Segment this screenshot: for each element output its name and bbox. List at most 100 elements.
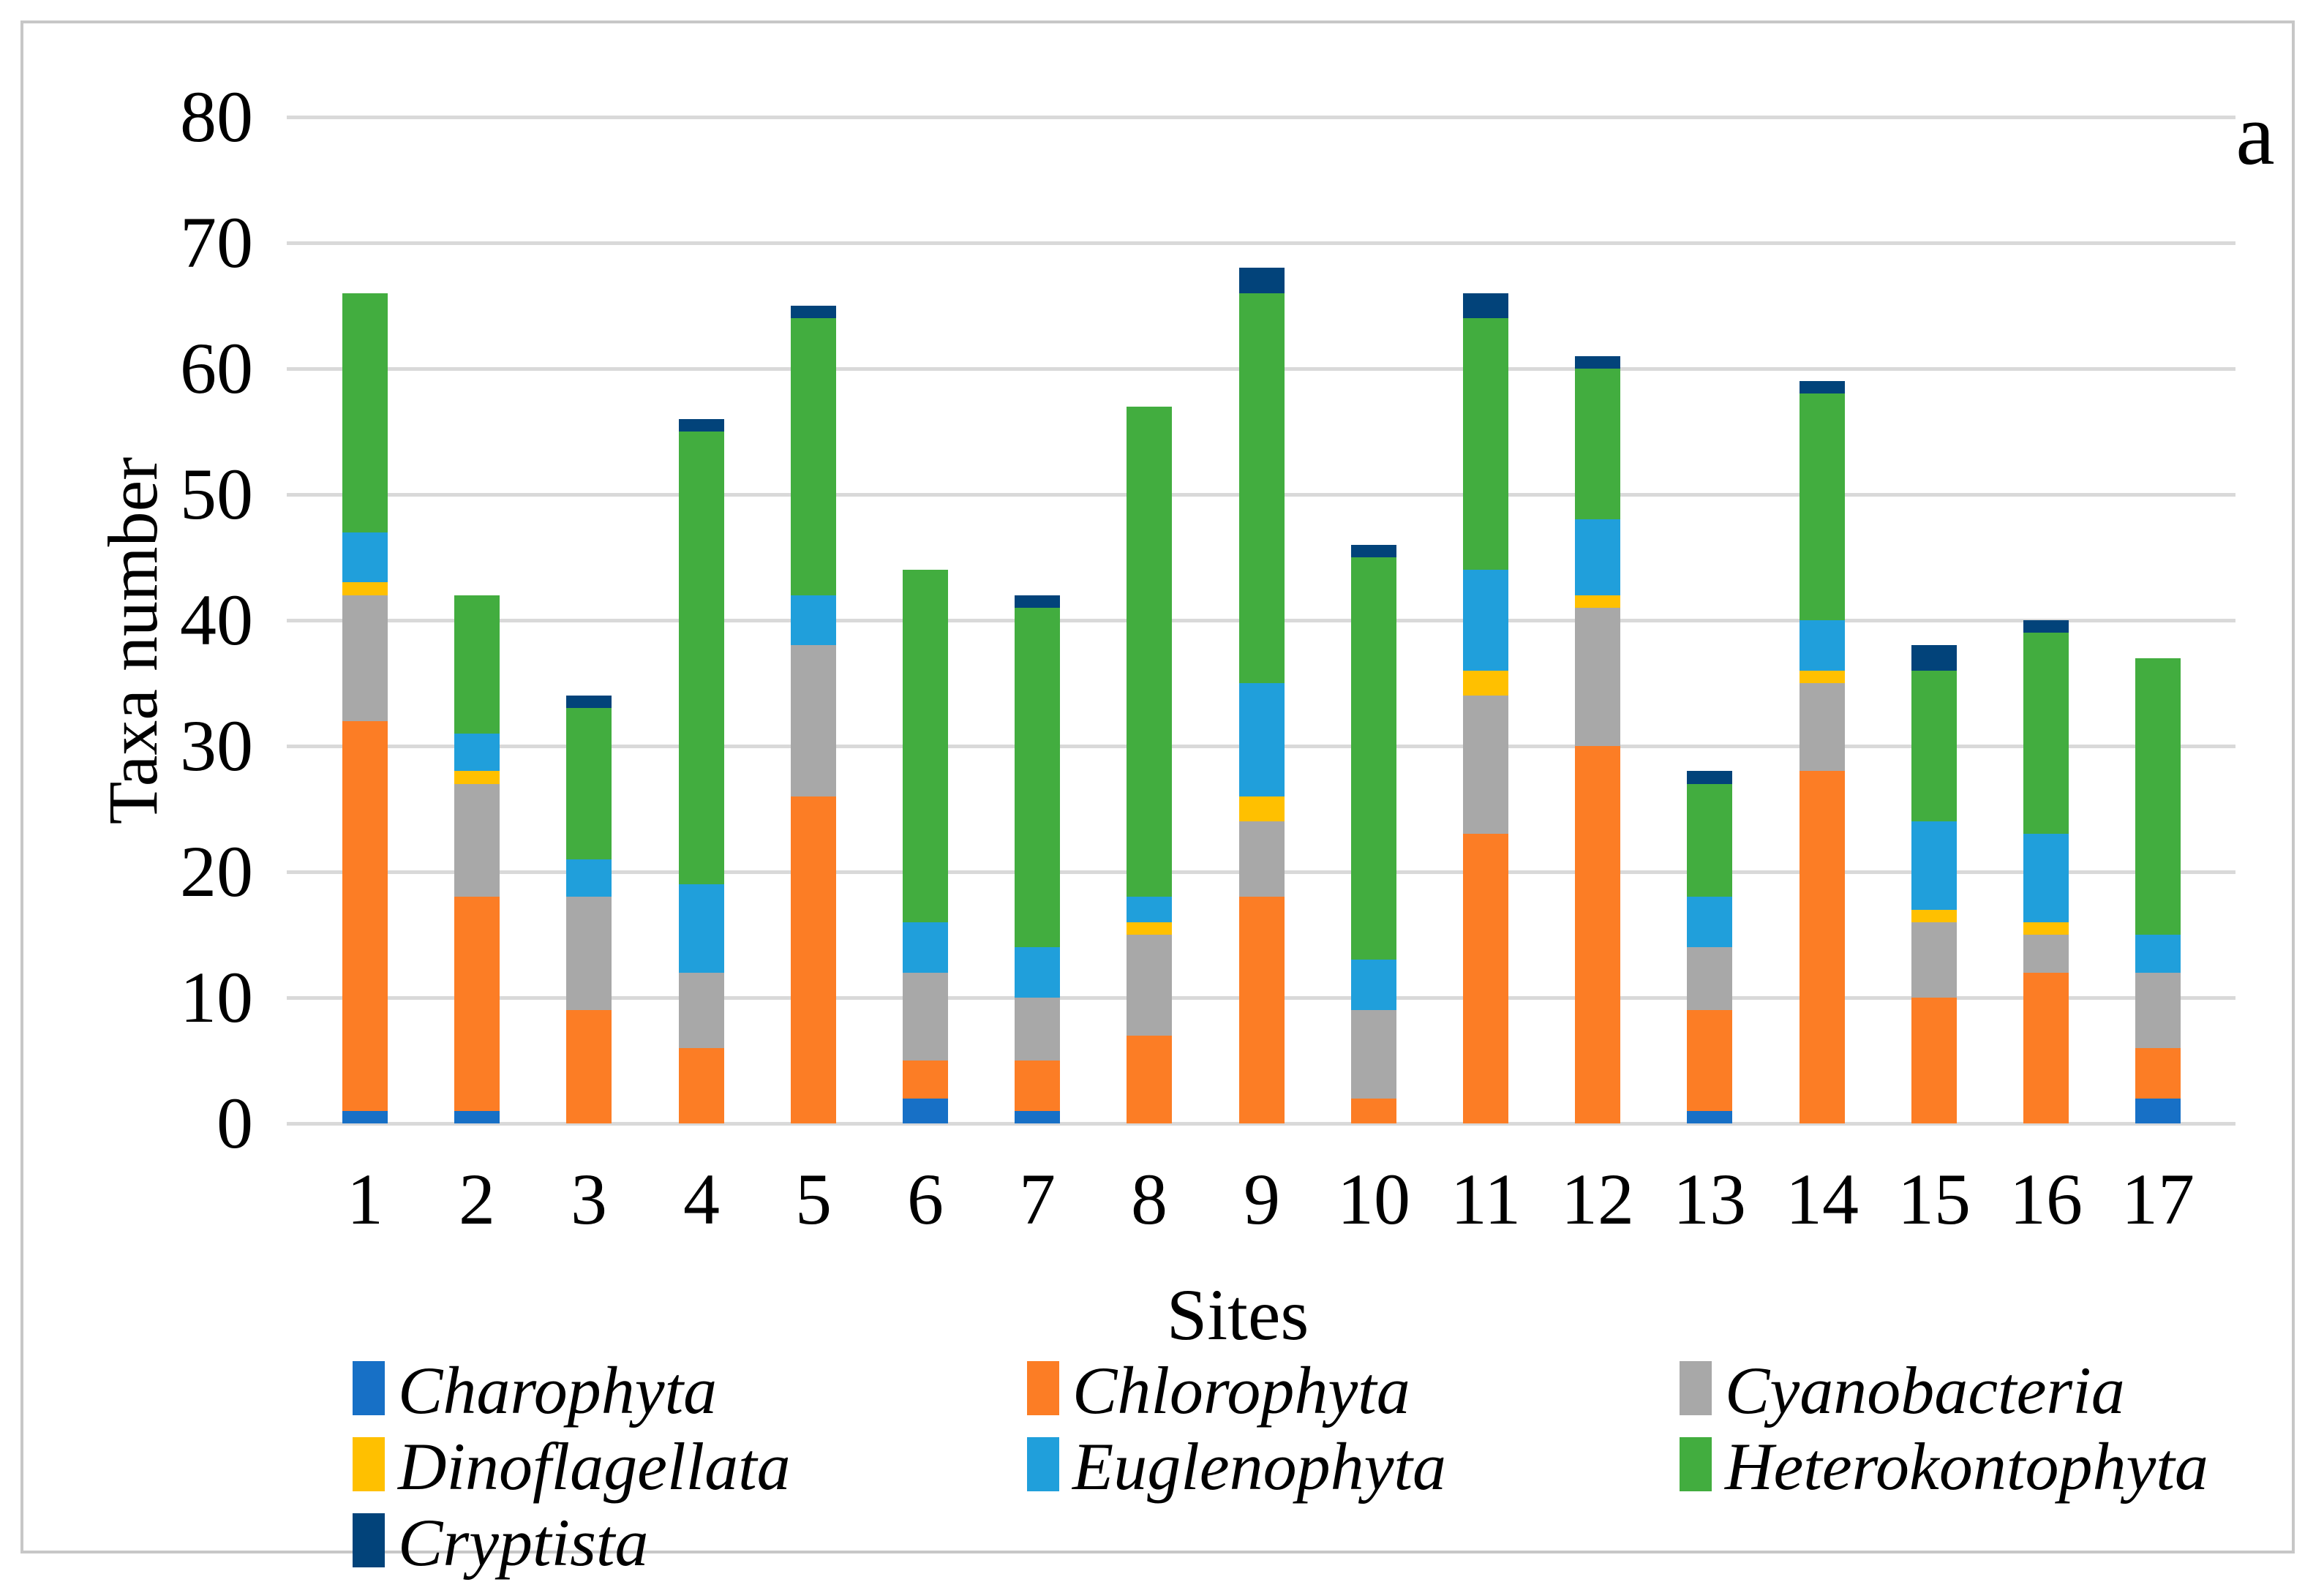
legend-label-cryptista: Cryptista (398, 1505, 649, 1580)
segment-chlorophyta-site-16 (2023, 973, 2069, 1123)
segment-heterokontophyta-site-15 (1911, 671, 1957, 821)
segment-chlorophyta-site-3 (566, 1010, 612, 1123)
x-tick-label-2: 2 (459, 1159, 495, 1240)
legend-swatch-charophyta (353, 1361, 385, 1415)
x-tick-label-16: 16 (2009, 1159, 2083, 1240)
legend-swatch-cryptista (353, 1513, 385, 1567)
segment-dinoflagellata-site-9 (1239, 796, 1285, 821)
y-axis-title: Taxa number (94, 456, 172, 825)
gridline-y-0 (287, 1122, 2235, 1126)
y-tick-label-50: 50 (180, 453, 253, 535)
legend-label-charophyta: Charophyta (398, 1353, 718, 1428)
segment-cryptista-site-16 (2023, 620, 2069, 633)
segment-euglenophyta-site-3 (566, 859, 612, 897)
segment-heterokontophyta-site-3 (566, 708, 612, 859)
y-tick-label-80: 80 (180, 76, 253, 157)
segment-cyanobacteria-site-17 (2135, 973, 2181, 1048)
segment-euglenophyta-site-5 (791, 595, 836, 645)
segment-heterokontophyta-site-13 (1687, 784, 1732, 897)
segment-chlorophyta-site-2 (454, 897, 500, 1111)
x-tick-label-10: 10 (1337, 1159, 1410, 1240)
segment-cyanobacteria-site-8 (1127, 935, 1172, 1036)
segment-cyanobacteria-site-14 (1800, 683, 1845, 771)
x-tick-label-13: 13 (1673, 1159, 1746, 1240)
y-tick-label-0: 0 (217, 1082, 253, 1164)
segment-heterokontophyta-site-5 (791, 318, 836, 595)
x-tick-label-5: 5 (795, 1159, 832, 1240)
legend-item-chlorophyta: Chlorophyta (1027, 1357, 1649, 1430)
legend-item-dinoflagellata: Dinoflagellata (353, 1433, 974, 1506)
legend-label-heterokontophyta: Heterokontophyta (1725, 1429, 2208, 1504)
x-tick-label-11: 11 (1450, 1159, 1522, 1240)
segment-heterokontophyta-site-2 (454, 595, 500, 734)
legend-swatch-euglenophyta (1027, 1437, 1059, 1491)
segment-dinoflagellata-site-2 (454, 771, 500, 784)
figure-frame: 0 10 20 30 40 50 60 70 80 1 2 3 4 5 6 7 8 9 10 11 12 13 14 15 1… (20, 20, 2295, 1576)
segment-euglenophyta-site-17 (2135, 935, 2181, 973)
segment-chlorophyta-site-11 (1463, 834, 1508, 1123)
segment-cryptista-site-7 (1015, 595, 1060, 608)
segment-cryptista-site-5 (791, 306, 836, 318)
y-tick-label-60: 60 (180, 328, 253, 409)
x-tick-label-7: 7 (1019, 1159, 1056, 1240)
segment-heterokontophyta-site-1 (342, 293, 388, 532)
segment-cyanobacteria-site-4 (679, 973, 724, 1048)
segment-charophyta-site-1 (342, 1111, 388, 1123)
segment-euglenophyta-site-16 (2023, 834, 2069, 922)
x-tick-label-8: 8 (1131, 1159, 1167, 1240)
segment-heterokontophyta-site-7 (1015, 608, 1060, 947)
x-tick-label-12: 12 (1561, 1159, 1634, 1240)
x-tick-label-14: 14 (1786, 1159, 1859, 1240)
segment-cyanobacteria-site-3 (566, 897, 612, 1010)
segment-dinoflagellata-site-15 (1911, 910, 1957, 922)
segment-heterokontophyta-site-9 (1239, 293, 1285, 683)
y-tick-label-40: 40 (180, 579, 253, 660)
x-axis-title: Sites (1166, 1274, 1309, 1355)
segment-cyanobacteria-site-16 (2023, 935, 2069, 973)
segment-chlorophyta-site-8 (1127, 1036, 1172, 1123)
segment-cyanobacteria-site-1 (342, 595, 388, 721)
segment-euglenophyta-site-14 (1800, 620, 1845, 671)
x-tick-label-15: 15 (1898, 1159, 1971, 1240)
segment-euglenophyta-site-6 (903, 922, 948, 973)
legend-item-cryptista: Cryptista (353, 1509, 974, 1582)
segment-dinoflagellata-site-1 (342, 582, 388, 595)
segment-cyanobacteria-site-13 (1687, 947, 1732, 1010)
segment-charophyta-site-2 (454, 1111, 500, 1123)
segment-chlorophyta-site-5 (791, 796, 836, 1123)
segment-charophyta-site-7 (1015, 1111, 1060, 1123)
segment-cryptista-site-10 (1351, 545, 1396, 557)
segment-charophyta-site-6 (903, 1099, 948, 1123)
segment-euglenophyta-site-9 (1239, 683, 1285, 796)
segment-dinoflagellata-site-12 (1575, 595, 1620, 608)
legend-item-charophyta: Charophyta (353, 1357, 974, 1430)
segment-euglenophyta-site-8 (1127, 897, 1172, 922)
legend-label-chlorophyta: Chlorophyta (1072, 1353, 1410, 1428)
segment-euglenophyta-site-2 (454, 734, 500, 771)
segment-cyanobacteria-site-9 (1239, 821, 1285, 897)
segment-chlorophyta-site-13 (1687, 1010, 1732, 1111)
legend-label-cyanobacteria: Cyanobacteria (1725, 1353, 2125, 1428)
segment-euglenophyta-site-7 (1015, 947, 1060, 998)
segment-euglenophyta-site-12 (1575, 519, 1620, 595)
segment-euglenophyta-site-11 (1463, 570, 1508, 671)
x-tick-label-9: 9 (1244, 1159, 1280, 1240)
y-tick-label-10: 10 (180, 957, 253, 1038)
legend-label-euglenophyta: Euglenophyta (1072, 1429, 1446, 1504)
segment-chlorophyta-site-17 (2135, 1048, 2181, 1099)
segment-euglenophyta-site-1 (342, 532, 388, 582)
segment-dinoflagellata-site-16 (2023, 922, 2069, 935)
segment-charophyta-site-13 (1687, 1111, 1732, 1123)
y-tick-label-30: 30 (180, 705, 253, 786)
segment-heterokontophyta-site-6 (903, 570, 948, 922)
segment-chlorophyta-site-6 (903, 1061, 948, 1099)
segment-cyanobacteria-site-6 (903, 973, 948, 1061)
segment-cyanobacteria-site-7 (1015, 998, 1060, 1061)
segment-heterokontophyta-site-4 (679, 432, 724, 884)
segment-euglenophyta-site-15 (1911, 821, 1957, 910)
segment-heterokontophyta-site-11 (1463, 318, 1508, 570)
segment-dinoflagellata-site-14 (1800, 671, 1845, 683)
y-tick-label-70: 70 (180, 202, 253, 283)
segment-cryptista-site-13 (1687, 771, 1732, 784)
segment-euglenophyta-site-4 (679, 884, 724, 973)
